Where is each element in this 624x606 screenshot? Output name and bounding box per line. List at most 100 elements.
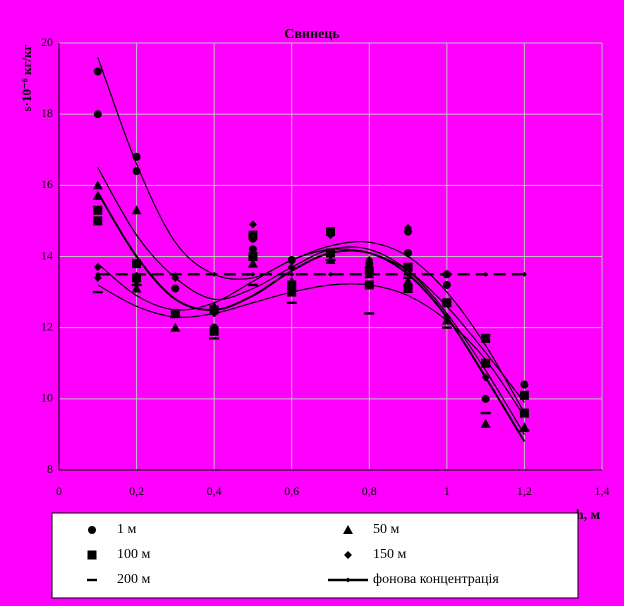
point [209,326,219,336]
point [93,263,102,272]
legend-label: 100 м [117,547,151,562]
point [441,326,452,329]
point [480,418,491,428]
point [286,301,297,304]
point [328,271,333,277]
point [170,315,181,319]
point [520,391,529,400]
y-axis-label: s·10⁻⁶ кг/кг [19,45,34,112]
point [521,271,527,277]
point [287,263,296,272]
point [481,358,491,368]
point [131,283,142,287]
point [442,298,452,308]
point [92,191,103,201]
legend-marker [87,550,97,560]
point [326,231,335,240]
x-tick-label: 0,8 [362,484,377,498]
point [364,312,375,315]
point [248,252,258,261]
point [483,271,489,277]
y-tick-label: 12 [41,319,53,333]
chart-title: Свинець [284,27,340,42]
point [170,322,181,332]
point [210,309,219,318]
point [481,394,490,403]
point [519,422,530,432]
x-tick-label: 1,2 [517,484,532,498]
legend-marker [87,578,97,582]
point [404,224,413,233]
point [247,283,258,287]
legend-marker [88,526,96,534]
point [403,276,414,286]
point [131,205,142,215]
x-tick-label: 0 [56,484,62,498]
point [171,284,180,293]
y-tick-label: 18 [41,106,53,120]
point [132,259,142,269]
point [364,280,374,290]
point [211,271,217,277]
point [250,271,256,277]
point [132,152,141,161]
point [403,276,414,280]
y-tick-label: 20 [41,35,53,49]
legend-label: 200 м [117,572,151,587]
legend [51,512,579,599]
point [134,271,140,277]
x-tick-label: 1,4 [595,484,610,498]
trend-line [97,167,525,435]
legend-label: 150 м [373,547,407,562]
point [442,280,451,289]
point [93,110,102,119]
point [364,266,374,276]
legend-marker [343,525,353,534]
point [405,271,411,277]
point [520,380,529,389]
y-tick-label: 14 [41,248,53,262]
point [444,271,450,277]
point [248,230,258,240]
point [93,67,102,76]
point [326,248,335,258]
point [247,258,258,268]
point [132,277,141,286]
legend-label: 1 м [117,522,137,537]
x-tick-label: 0,4 [207,484,222,498]
point [95,271,101,277]
point [442,312,451,321]
point [287,256,296,265]
x-tick-label: 1 [444,484,450,498]
point [93,216,103,226]
legend-label: фонова концентрація [373,572,499,587]
trend-line [96,191,526,443]
point [93,205,103,215]
point [481,333,491,343]
point [93,273,102,282]
point [480,411,491,415]
x-tick-label: 0,6 [284,484,299,498]
point [248,220,257,229]
point [92,290,103,294]
point [366,271,372,277]
point [404,248,413,257]
legend-label: 50 м [373,522,400,537]
point [170,308,180,318]
point [209,337,220,340]
point [289,271,295,277]
point [519,429,530,433]
point [248,245,257,254]
legend-marker [345,577,351,583]
point [325,258,336,262]
point [481,373,490,382]
point [171,273,180,282]
legend-marker [344,551,352,559]
point [132,167,141,176]
y-tick-label: 10 [41,391,53,405]
point [403,262,413,272]
point [519,408,529,418]
point [287,280,297,290]
